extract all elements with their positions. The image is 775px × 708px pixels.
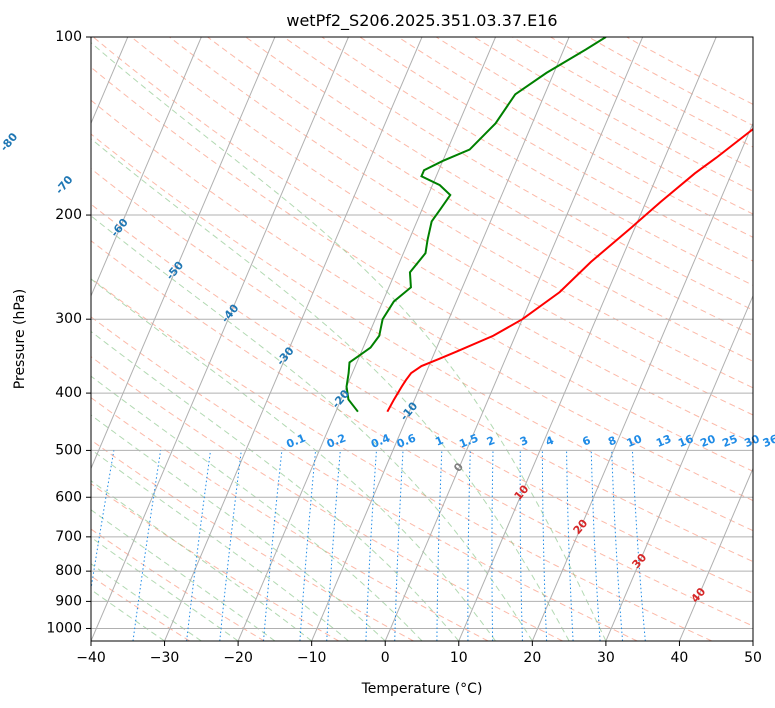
y-tick-label: 900: [55, 593, 82, 609]
isotherm-gridline: [91, 37, 349, 641]
x-tick-label: −40: [76, 650, 106, 666]
dry-adiabat-line: [91, 240, 753, 627]
y-tick-label: 200: [55, 207, 82, 223]
dry-adiabat-line: [91, 439, 414, 641]
y-tick-label: 700: [55, 529, 82, 545]
plot-frame: [90, 36, 754, 642]
mixing-ratio-label: 16: [676, 432, 695, 450]
x-tick-label: −20: [223, 650, 253, 666]
isobar-grid: [91, 37, 753, 629]
dry-adiabat-line: [92, 37, 753, 444]
mixing-ratio-label: 20: [698, 432, 717, 450]
moist-adiabat-line: [91, 42, 607, 641]
mixing-ratio-label: 36: [761, 432, 775, 450]
moist-adiabat-line: [91, 215, 533, 641]
mixing-ratio-line: [186, 450, 212, 641]
dry-adiabat-line: [91, 168, 753, 563]
y-tick-label: 400: [55, 385, 82, 401]
mixing-ratio-label: 3: [518, 434, 530, 449]
dry-adiabat-line: [91, 133, 753, 532]
mixing-ratio-labels: 0.1 0.2 0.4 0.6 1 1.5 2 3 4 6 8 10 13 16 20 25 30 36: [284, 431, 775, 450]
moist-adiabat-line: [91, 278, 496, 641]
x-tick-label: 10: [450, 650, 468, 666]
moist-adiabat-line: [91, 589, 165, 641]
dry-adiabat-line: [91, 356, 563, 641]
isotherm-gridline: [531, 122, 753, 641]
moist-adiabat-line: [91, 563, 202, 641]
dry-adiabat-line: [435, 37, 753, 215]
dry-adiabat-line: [91, 316, 638, 641]
mixing-ratio-label: 10: [625, 432, 644, 450]
isotherm-gridline: [237, 37, 497, 641]
dry-adiabat-line: [397, 37, 753, 238]
moist-adiabat-line: [91, 414, 386, 641]
dry-adiabat-line: [91, 66, 753, 472]
moist-adiabats: [91, 42, 607, 641]
isotherm-gridline: [678, 467, 753, 641]
isotherm-gridline: [311, 37, 570, 641]
y-tick-label: 1000: [46, 620, 82, 636]
mixing-ratio-label: 13: [654, 432, 673, 450]
y-tick-label: 300: [55, 311, 82, 327]
x-tick-label: 40: [671, 650, 689, 666]
dry-adiabat-line: [131, 37, 753, 416]
y-axis: 100 200 300 400 500 600 700 800 900 1000: [46, 29, 91, 636]
moist-adiabat-line: [91, 138, 570, 641]
moist-adiabat-line: [91, 480, 312, 641]
x-tick-label: 0: [381, 650, 390, 666]
x-tick-label: −30: [150, 650, 180, 666]
mixing-ratio-label: 2: [485, 434, 497, 449]
y-tick-label: 600: [55, 489, 82, 505]
isotherm-grid: [91, 37, 753, 641]
moist-adiabat-line: [91, 536, 239, 641]
dry-adiabat-line: [473, 37, 753, 192]
y-tick-label: 500: [55, 442, 82, 458]
isotherm-gridline: [384, 37, 644, 641]
dry-adiabat-line: [512, 37, 753, 170]
isotherm-gridline: [605, 294, 753, 641]
dewpoint-profile: [345, 37, 607, 413]
mixing-ratio-label: 25: [720, 432, 739, 450]
x-axis-title: Temperature (°C): [361, 681, 483, 697]
chart-title: wetPf2_S206.2025.351.03.37.E16: [286, 11, 557, 31]
mixing-ratio-label: 30: [742, 432, 761, 450]
isotherm-gridline: [458, 37, 717, 641]
y-axis-title: Pressure (hPa): [12, 289, 28, 389]
mixing-ratio-lines: [91, 450, 646, 641]
isotherm-gridline: [91, 37, 276, 470]
plot-area: [91, 37, 753, 641]
x-tick-label: 50: [744, 650, 762, 666]
mixing-ratio-label: 1: [433, 434, 445, 449]
moist-adiabat-line: [91, 330, 460, 641]
dry-adiabat-line: [550, 37, 753, 148]
mixing-ratio-line: [132, 450, 162, 641]
mixing-ratio-label: 8: [606, 434, 618, 449]
y-tick-label: 100: [55, 29, 82, 45]
x-axis: −40 −30 −20 −10 0 10 20 30 40 50: [76, 641, 762, 666]
dry-adiabat-line: [91, 203, 753, 594]
mixing-ratio-line: [91, 450, 115, 592]
isotherm-gridline: [164, 37, 423, 641]
x-tick-label: 30: [597, 650, 615, 666]
y-tick-label: 800: [55, 563, 82, 579]
x-tick-label: −10: [297, 650, 327, 666]
x-tick-label: 20: [523, 650, 541, 666]
isotherm-gridline: [91, 37, 202, 298]
moist-adiabat-line: [91, 509, 276, 641]
